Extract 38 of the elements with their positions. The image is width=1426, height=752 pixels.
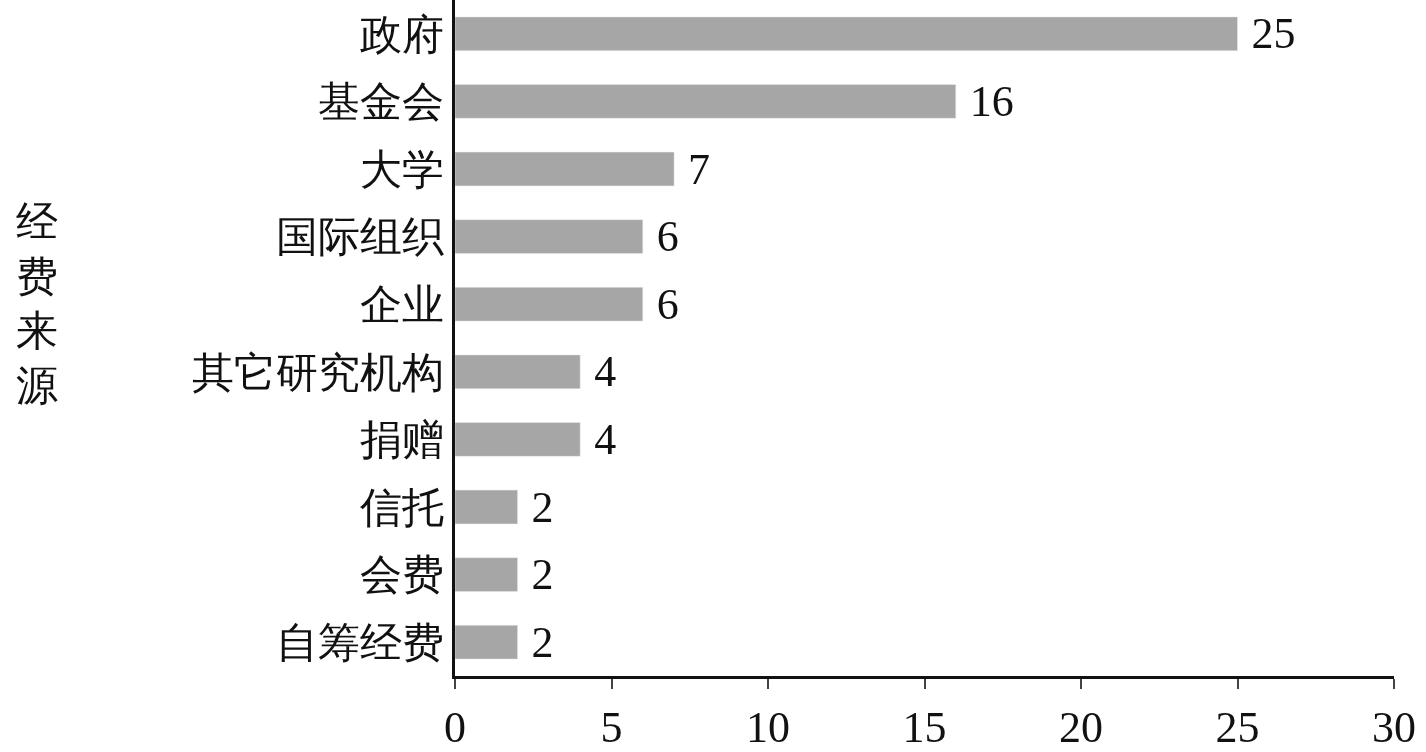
x-tick-label: 25	[1215, 702, 1260, 752]
x-tick-label: 30	[1372, 702, 1416, 752]
data-label: 2	[520, 482, 554, 532]
data-label: 6	[645, 279, 679, 329]
bar	[455, 354, 581, 389]
bar	[455, 625, 518, 660]
x-tick-label: 0	[444, 702, 466, 752]
data-label: 4	[583, 347, 617, 397]
data-label: 2	[520, 550, 554, 600]
bar	[455, 557, 518, 592]
y-axis-title: 经费来源	[16, 199, 58, 409]
data-label: 2	[520, 617, 554, 667]
y-tick-label: 会费	[359, 552, 444, 599]
bar	[455, 84, 957, 119]
x-tick-label: 15	[902, 702, 947, 752]
y-tick-label: 企业	[359, 281, 444, 328]
bar	[455, 422, 581, 457]
y-tick-label: 国际组织	[275, 214, 444, 261]
bar	[455, 16, 1238, 51]
x-tick-label: 20	[1059, 702, 1103, 752]
data-label: 4	[583, 414, 617, 464]
data-label: 6	[645, 212, 679, 262]
bar	[455, 287, 644, 322]
data-label: 7	[677, 144, 711, 194]
bar	[455, 219, 644, 254]
y-tick-label: 其它研究机构	[191, 349, 444, 396]
data-label: 16	[958, 76, 1014, 126]
x-tick-label: 5	[600, 702, 623, 752]
data-label: 25	[1240, 9, 1296, 59]
y-tick-label: 捐赠	[359, 417, 444, 464]
y-tick-label: 基金会	[317, 79, 444, 126]
y-tick-label: 信托	[359, 484, 444, 531]
y-tick-label: 政府	[359, 11, 444, 58]
bar	[455, 151, 675, 187]
y-tick-label: 大学	[359, 146, 444, 193]
y-tick-label: 自筹经费	[275, 619, 444, 666]
bar	[455, 489, 518, 525]
x-tick-label: 10	[746, 702, 790, 752]
